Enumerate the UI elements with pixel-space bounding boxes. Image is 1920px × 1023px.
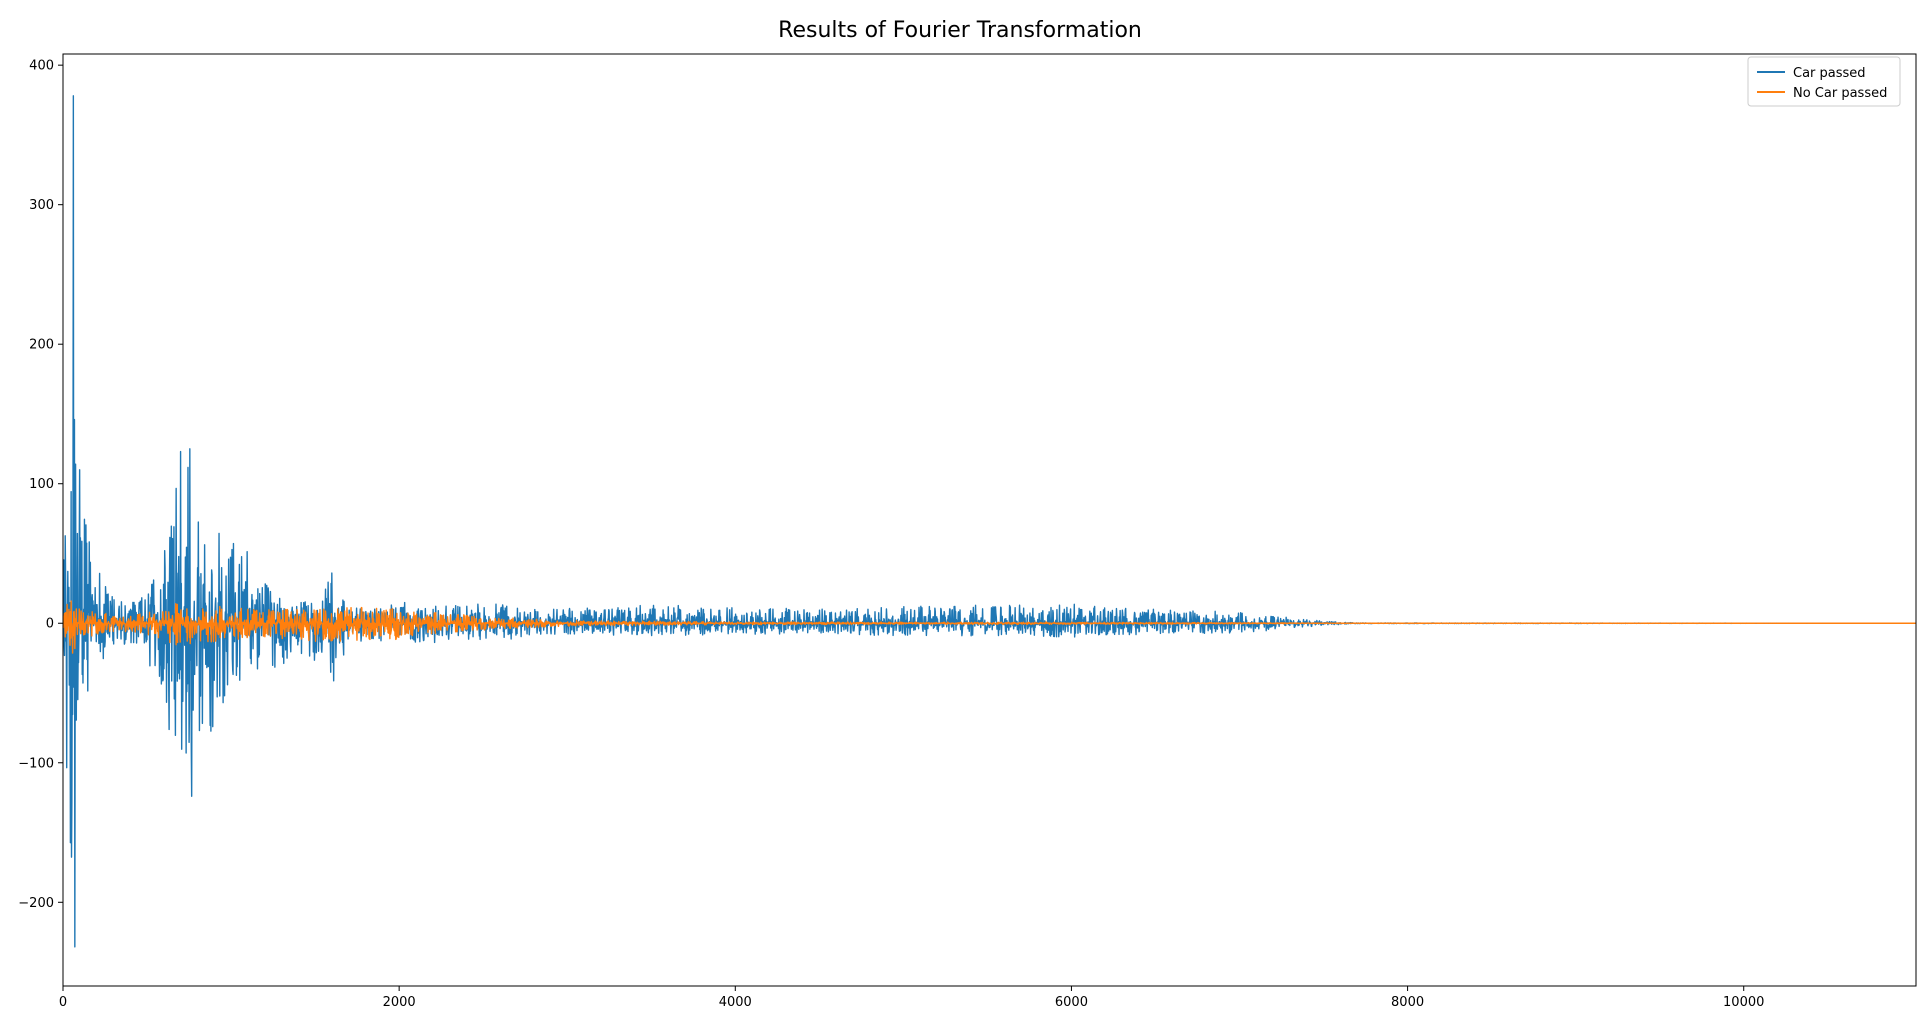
- y-tick-label: 0: [46, 617, 54, 632]
- x-tick-label: 8000: [1391, 995, 1424, 1010]
- axes-frame: [62, 53, 1917, 987]
- y-tick-label: −100: [18, 756, 54, 771]
- y-tick-label: 400: [29, 59, 54, 74]
- x-tick-label: 2000: [383, 995, 416, 1010]
- legend: Car passed No Car passed: [1747, 56, 1901, 107]
- y-tick-label: 200: [29, 338, 54, 353]
- series-line-no-car-passed: [63, 600, 1916, 654]
- legend-box: [1747, 56, 1901, 107]
- legend-label-car-passed: Car passed: [1793, 66, 1866, 81]
- x-tick-label: 10000: [1723, 995, 1764, 1010]
- legend-label-no-car-passed: No Car passed: [1793, 86, 1887, 101]
- x-axis: 0 2000 4000 6000 8000 10000: [59, 986, 1764, 1010]
- axes-background: [63, 54, 1916, 986]
- x-tick-label: 4000: [719, 995, 752, 1010]
- y-axis: −200 −100 0 100 200 300 400: [18, 59, 63, 911]
- x-tick-label: 6000: [1055, 995, 1088, 1010]
- y-tick-label: 300: [29, 198, 54, 213]
- series-layer: [63, 95, 1916, 948]
- x-tick-label: 0: [59, 995, 67, 1010]
- plot-area: [62, 53, 1917, 987]
- y-tick-label: −200: [18, 896, 54, 911]
- chart-title: Results of Fourier Transformation: [778, 18, 1142, 43]
- y-tick-label: 100: [29, 477, 54, 492]
